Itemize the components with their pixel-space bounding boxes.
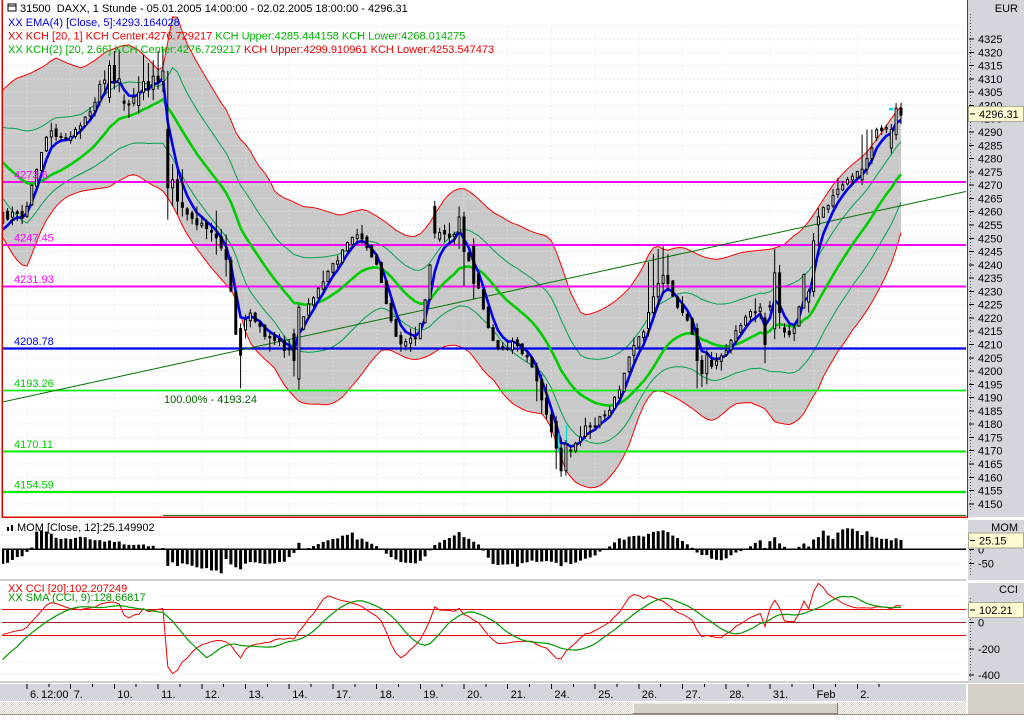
svg-text:4200: 4200 [978, 366, 1002, 378]
svg-text:19.: 19. [423, 689, 438, 701]
svg-text:4285: 4285 [978, 140, 1002, 152]
svg-text:7.: 7. [74, 689, 83, 701]
svg-text:4255: 4255 [978, 220, 1002, 232]
svg-text:XX KCH(2) [20, 2.66] KCH Cente: XX KCH(2) [20, 2.66] KCH Center:4276.729… [8, 44, 494, 56]
svg-text:4190: 4190 [978, 393, 1002, 405]
svg-text:XX KCH [20, 1] KCH Center:4276: XX KCH [20, 1] KCH Center:4276.729217 KC… [8, 31, 465, 43]
svg-text:11.: 11. [161, 689, 175, 701]
svg-text:XX EMA(4) [Close, 5]:4293.1640: XX EMA(4) [Close, 5]:4293.164028 [8, 17, 180, 29]
svg-text:21.: 21. [511, 689, 526, 701]
svg-text:4185: 4185 [978, 406, 1002, 418]
svg-text:25.: 25. [598, 689, 613, 701]
svg-text:0: 0 [978, 618, 984, 630]
svg-text:4265: 4265 [978, 193, 1002, 205]
svg-text:4170.11: 4170.11 [14, 439, 53, 451]
svg-text:4235: 4235 [978, 273, 1002, 285]
svg-text:4260: 4260 [978, 207, 1002, 219]
svg-text:4315: 4315 [978, 61, 1002, 73]
svg-text:4175: 4175 [978, 433, 1002, 445]
svg-text:20.: 20. [467, 689, 482, 701]
svg-text:-400: -400 [978, 670, 1000, 682]
svg-text:25.15: 25.15 [979, 536, 1007, 548]
svg-text:4325: 4325 [978, 34, 1002, 46]
svg-text:4305: 4305 [978, 87, 1002, 99]
svg-text:4280: 4280 [978, 154, 1002, 166]
svg-text:26.: 26. [642, 689, 657, 701]
svg-text:31.: 31. [773, 689, 788, 701]
svg-text:4208.78: 4208.78 [14, 336, 54, 348]
svg-text:4160: 4160 [978, 472, 1002, 484]
svg-text:4250: 4250 [978, 233, 1002, 245]
svg-text:4290: 4290 [978, 127, 1002, 139]
svg-text:4231.93: 4231.93 [14, 274, 54, 286]
svg-text:4170: 4170 [978, 446, 1002, 458]
svg-text:12:00: 12:00 [41, 689, 69, 701]
svg-text:CCI: CCI [999, 584, 1018, 596]
svg-text:2.: 2. [860, 689, 869, 701]
svg-text:18.: 18. [380, 689, 395, 701]
svg-text:4150: 4150 [978, 499, 1002, 511]
svg-text:-50: -50 [978, 558, 994, 570]
svg-text:4270: 4270 [978, 180, 1002, 192]
svg-text:4180: 4180 [978, 419, 1002, 431]
svg-text:4296.31: 4296.31 [979, 109, 1019, 121]
svg-text:XX SMA (CCI, 9):128.66817: XX SMA (CCI, 9):128.66817 [8, 592, 146, 604]
svg-text:102.21: 102.21 [979, 605, 1013, 617]
svg-text:13.: 13. [249, 689, 264, 701]
svg-text:10.: 10. [117, 689, 132, 701]
svg-text:4165: 4165 [978, 459, 1002, 471]
svg-text:-200: -200 [978, 644, 1000, 656]
svg-text:4193.26: 4193.26 [14, 378, 54, 390]
svg-text:24.: 24. [554, 689, 569, 701]
svg-text:4230: 4230 [978, 286, 1002, 298]
svg-text:Feb: Feb [817, 689, 836, 701]
svg-text:4205: 4205 [978, 353, 1002, 365]
svg-text:28.: 28. [729, 689, 744, 701]
svg-text:12.: 12. [205, 689, 220, 701]
svg-text:4155: 4155 [978, 486, 1002, 498]
svg-text:4273.6: 4273.6 [14, 170, 48, 182]
svg-text:4245: 4245 [978, 247, 1002, 259]
svg-text:4240: 4240 [978, 260, 1002, 272]
svg-text:4154.59: 4154.59 [14, 480, 54, 492]
svg-text:MOM: MOM [991, 522, 1018, 534]
svg-text:EUR: EUR [995, 3, 1018, 15]
svg-text:MOM [Close, 12]:25.149902: MOM [Close, 12]:25.149902 [17, 522, 155, 534]
svg-text:4225: 4225 [978, 300, 1002, 312]
svg-text:27.: 27. [686, 689, 701, 701]
svg-text:4247.45: 4247.45 [14, 233, 54, 245]
svg-text:4310: 4310 [978, 74, 1002, 86]
svg-text:4275: 4275 [978, 167, 1002, 179]
svg-text:4215: 4215 [978, 326, 1002, 338]
svg-text:6.: 6. [30, 689, 39, 701]
svg-text:4210: 4210 [978, 340, 1002, 352]
svg-text:4320: 4320 [978, 47, 1002, 59]
svg-text:31500 DAXX, 1 Stunde - 05.01.: 31500 DAXX, 1 Stunde - 05.01.2005 14:00:… [20, 3, 408, 15]
svg-text:4220: 4220 [978, 313, 1002, 325]
svg-text:14.: 14. [292, 689, 307, 701]
svg-text:4195: 4195 [978, 379, 1002, 391]
svg-text:100.00% - 4193.24: 100.00% - 4193.24 [164, 394, 257, 406]
svg-text:17.: 17. [336, 689, 351, 701]
